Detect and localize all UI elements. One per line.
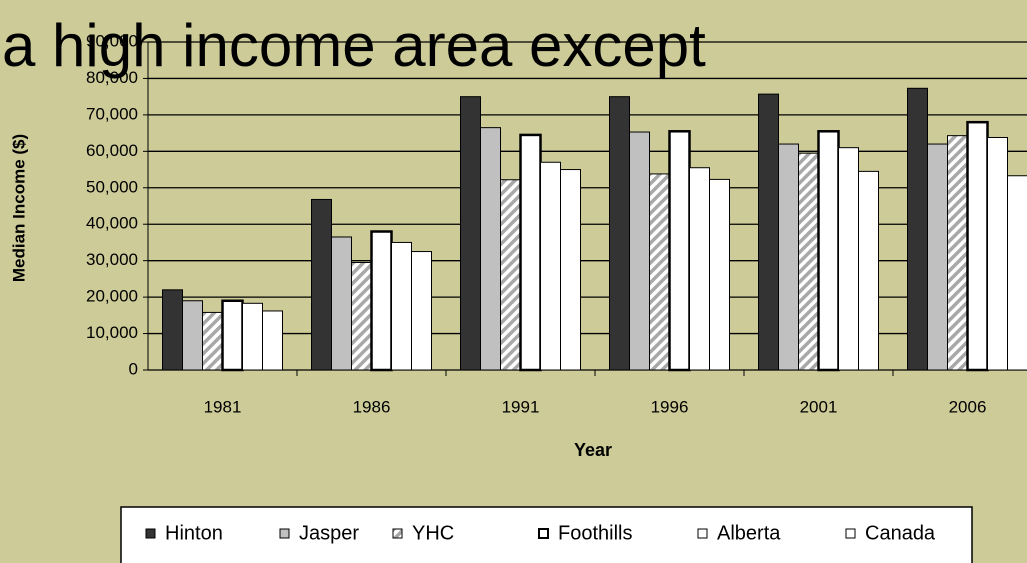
- bar: [947, 135, 968, 371]
- bar: [560, 169, 581, 371]
- x-tick-label: 1996: [651, 397, 689, 416]
- x-tick-label: 1986: [353, 397, 391, 416]
- bar: [370, 230, 393, 372]
- legend-swatch: [279, 528, 290, 539]
- bar: [221, 299, 244, 372]
- legend-swatch: [392, 528, 403, 539]
- y-tick-label: 70,000: [86, 104, 138, 123]
- y-tick-label: 50,000: [86, 177, 138, 196]
- legend-swatch: [697, 528, 708, 539]
- bar: [351, 261, 372, 371]
- bar: [162, 289, 183, 371]
- bar: [966, 120, 989, 372]
- bar: [858, 170, 879, 371]
- bar: [331, 236, 352, 371]
- bar: [1007, 175, 1027, 371]
- y-tick-label: 10,000: [86, 323, 138, 342]
- x-axis-label: Year: [574, 440, 612, 460]
- y-axis-label: Median Income ($): [9, 134, 28, 282]
- legend-label: Canada: [865, 522, 936, 544]
- y-tick-label: 30,000: [86, 250, 138, 269]
- legend-label: YHC: [412, 522, 454, 544]
- legend-label: Hinton: [165, 522, 223, 544]
- y-tick-label: 60,000: [86, 141, 138, 160]
- bar: [262, 310, 283, 371]
- y-tick-label: 90,000: [86, 31, 138, 50]
- bar: [519, 133, 542, 372]
- bar: [182, 300, 203, 371]
- y-tick-label: 0: [129, 359, 138, 378]
- bar: [311, 198, 332, 371]
- bar: [778, 143, 799, 371]
- legend-label: Foothills: [558, 522, 632, 544]
- x-tick-label: 1981: [204, 397, 242, 416]
- bar: [609, 96, 630, 371]
- bar: [927, 143, 948, 371]
- bar: [838, 147, 859, 371]
- legend-swatch: [845, 528, 856, 539]
- bar: [798, 152, 819, 371]
- bar: [907, 87, 928, 371]
- legend-label: Jasper: [299, 522, 359, 544]
- x-tick-label: 2006: [949, 397, 987, 416]
- bar: [391, 241, 412, 371]
- bar: [480, 127, 501, 371]
- bar: [649, 173, 670, 371]
- bar: [817, 130, 840, 372]
- bar: [668, 130, 691, 372]
- bar: [202, 311, 223, 371]
- bar: [540, 161, 561, 371]
- legend-label: Alberta: [717, 522, 781, 544]
- y-tick-label: 20,000: [86, 287, 138, 306]
- y-tick-label: 80,000: [86, 68, 138, 87]
- chart-title: a high income area except: [2, 12, 706, 79]
- bar: [709, 178, 730, 371]
- bar: [987, 136, 1008, 371]
- legend-swatch: [538, 528, 549, 539]
- bar: [758, 93, 779, 371]
- bar: [242, 302, 263, 371]
- bar: [500, 179, 521, 371]
- x-tick-label: 1991: [502, 397, 540, 416]
- bar: [411, 251, 432, 371]
- y-tick-label: 40,000: [86, 214, 138, 233]
- bar: [629, 131, 650, 371]
- bar: [689, 167, 710, 371]
- bar: [460, 96, 481, 371]
- legend-swatch: [145, 528, 156, 539]
- x-tick-label: 2001: [800, 397, 838, 416]
